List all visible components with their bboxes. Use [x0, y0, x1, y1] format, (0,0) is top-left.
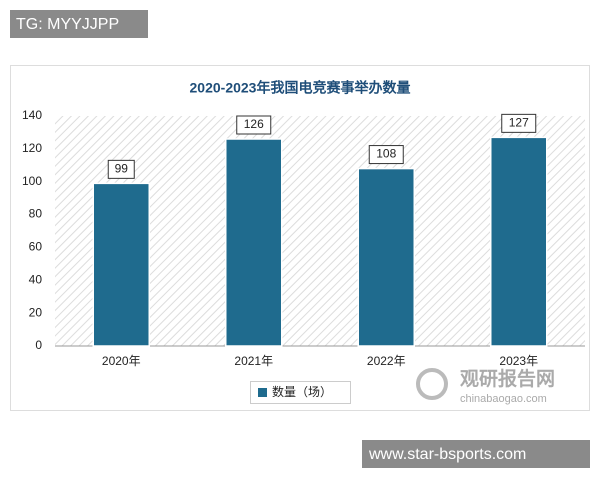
y-tick-label: 80	[29, 207, 43, 221]
x-tick-label: 2020年	[102, 354, 141, 368]
y-tick-label: 140	[22, 108, 42, 122]
value-label-box	[107, 159, 135, 179]
value-label: 99	[115, 162, 129, 176]
tag-box	[10, 10, 148, 38]
tag-text: TG: MYYJJPP	[16, 16, 119, 33]
bar	[92, 182, 150, 347]
value-label: 127	[509, 116, 529, 130]
value-label-box	[501, 113, 537, 133]
value-label: 126	[244, 117, 264, 131]
legend-box	[250, 381, 351, 404]
y-tick-label: 40	[29, 272, 43, 286]
y-tick-label: 20	[29, 305, 43, 319]
watermark-url: chinabaogao.com	[460, 393, 547, 405]
bar	[357, 167, 415, 347]
legend-swatch	[258, 388, 267, 397]
chart-title: 2020-2023年我国电竞赛事举办数量	[190, 80, 411, 96]
y-tick-label: 60	[29, 240, 43, 254]
x-tick-label: 2023年	[499, 354, 538, 368]
x-tick-label: 2022年	[367, 354, 406, 368]
x-tick-label: 2021年	[234, 354, 273, 368]
url-text: www.star-bsports.com	[368, 446, 526, 463]
value-label-box	[368, 145, 404, 165]
value-label-box	[236, 115, 272, 135]
watermark: 观研报告网 chinabaogao.com	[416, 367, 555, 405]
bar	[490, 136, 548, 347]
watermark-logo	[416, 368, 448, 400]
watermark-text: 观研报告网	[460, 367, 555, 390]
bar	[225, 138, 283, 347]
value-label: 108	[376, 147, 396, 161]
y-tick-label: 120	[22, 141, 42, 155]
url-box	[362, 440, 590, 468]
y-tick-label: 0	[35, 338, 42, 352]
legend-label: 数量（场）	[272, 384, 332, 399]
y-tick-label: 100	[22, 174, 42, 188]
